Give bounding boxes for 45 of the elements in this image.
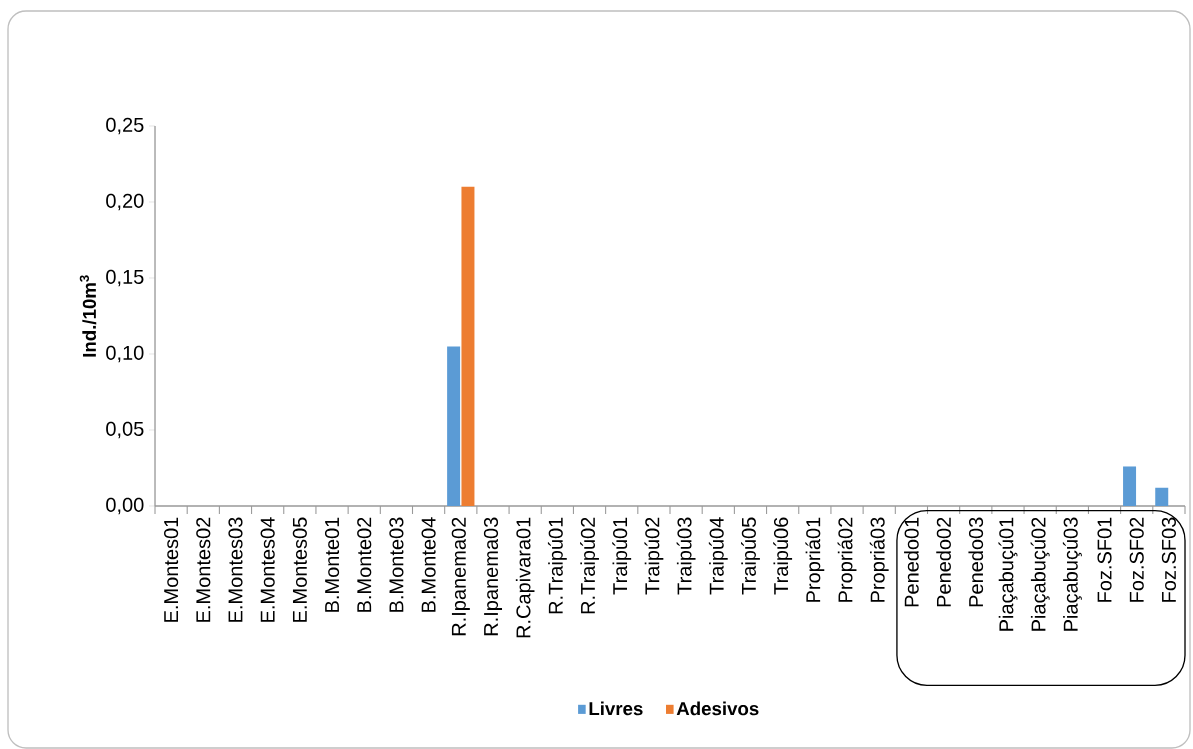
x-tick-label: Piaçabuçú01 — [998, 517, 1018, 631]
y-tick-label: 0,10 — [106, 345, 144, 363]
x-tick-label: Traipú01 — [612, 517, 632, 595]
y-tick-label: 0,20 — [106, 193, 144, 211]
x-tick-label: Penedo03 — [968, 517, 984, 607]
x-tick-label: Foz.SF02 — [1129, 517, 1144, 602]
x-tick-label: Penedo01 — [904, 517, 919, 607]
x-tick-label: Piaçabuçú02 — [1030, 517, 1050, 631]
y-tick-label: 0,05 — [106, 421, 144, 439]
y-tick-label: 0,25 — [106, 117, 144, 135]
y-axis-title: Ind./10m$^{3}$ — [79, 275, 97, 357]
x-tick-label: Piaçabuçú03 — [1062, 517, 1082, 631]
x-tick-label: E.Montes02 — [196, 517, 211, 622]
y-tick-label: 0,15 — [106, 269, 144, 287]
x-tick-label: B.Monte03 — [389, 517, 404, 612]
x-tick-label: Penedo02 — [936, 517, 951, 607]
x-tick-label: Foz.SF03 — [1161, 517, 1176, 602]
x-tick-label: R.Ipanema02 — [451, 517, 470, 636]
x-tick-label: E.Montes01 — [164, 517, 179, 622]
x-tick-label: Propriá01 — [805, 517, 825, 602]
x-tick-label: Propriá02 — [837, 517, 857, 602]
x-tick-label: Traipú06 — [773, 517, 793, 595]
x-tick-label: R.Traipú01 — [547, 517, 567, 614]
bar — [1123, 466, 1137, 506]
y-tick-label: 0,00 — [106, 497, 144, 515]
legend-label: Adesivos — [676, 701, 759, 716]
x-tick-label: B.Monte02 — [357, 517, 372, 612]
x-tick-label: E.Montes05 — [292, 517, 307, 622]
bar — [1155, 487, 1169, 506]
x-tick-label: B.Monte04 — [421, 517, 436, 612]
x-tick-label: Traipú03 — [676, 517, 696, 595]
x-tick-label: B.Monte01 — [324, 517, 340, 612]
x-tick-label: R.Capivara01 — [515, 517, 535, 638]
x-tick-label: Propriá03 — [869, 517, 889, 602]
legend-label: Livres — [589, 701, 643, 716]
x-tick-label: E.Montes03 — [228, 517, 243, 622]
bar — [461, 186, 475, 506]
x-tick-label: R.Ipanema03 — [483, 517, 503, 636]
x-tick-label: Traipú04 — [708, 517, 728, 595]
x-tick-label: Foz.SF01 — [1097, 517, 1112, 602]
x-tick-label: R.Traipú02 — [580, 517, 599, 614]
x-tick-label: Traipú05 — [741, 517, 760, 595]
x-tick-label: E.Montes04 — [260, 517, 275, 622]
bar — [447, 346, 461, 506]
x-tick-label: Traipú02 — [644, 517, 664, 595]
